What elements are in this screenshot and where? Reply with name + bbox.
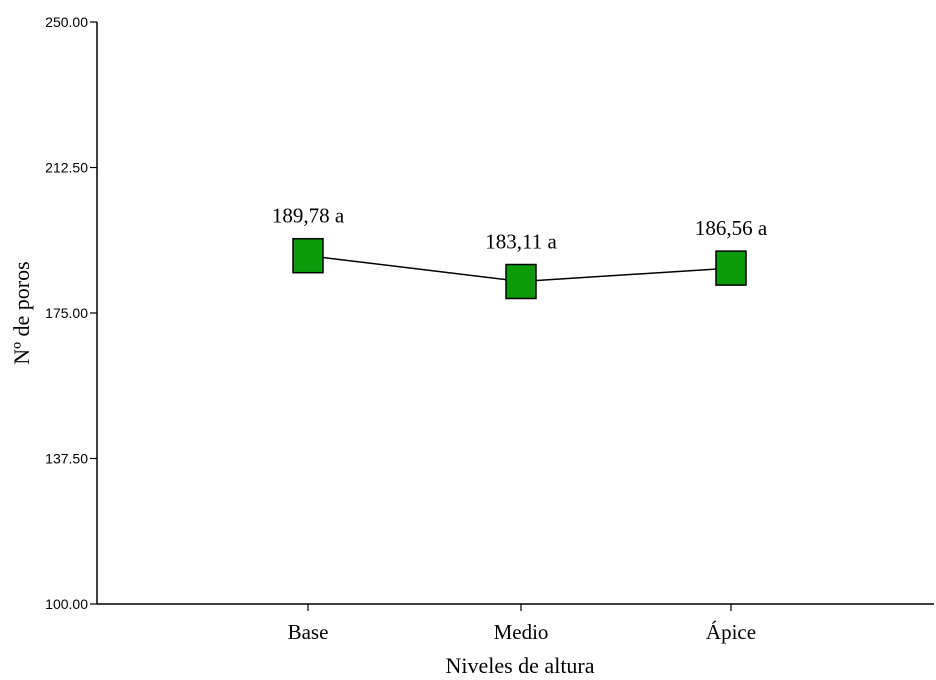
y-ticks: 100.00 137.50 175.00 212.50 250.00 (45, 14, 97, 612)
y-tick-label: 212.50 (45, 160, 88, 176)
x-ticks: Base Medio Ápice (288, 604, 756, 644)
y-axis-title: Nº de poros (9, 261, 34, 364)
x-tick-label: Medio (494, 620, 549, 644)
x-tick-label: Ápice (706, 620, 756, 644)
x-tick-label: Base (288, 620, 329, 644)
data-label: 189,78 a (272, 204, 345, 228)
data-point-marker (715, 250, 747, 286)
data-point-marker (505, 263, 537, 300)
y-tick-label: 175.00 (45, 305, 88, 321)
y-tick-label: 137.50 (45, 451, 88, 467)
data-point-marker (292, 237, 324, 274)
data-label: 183,11 a (485, 230, 557, 254)
y-tick-label: 250.00 (45, 14, 88, 30)
x-axis-title: Niveles de altura (445, 653, 594, 678)
y-tick-label: 100.00 (45, 596, 88, 612)
data-label: 186,56 a (695, 216, 768, 240)
